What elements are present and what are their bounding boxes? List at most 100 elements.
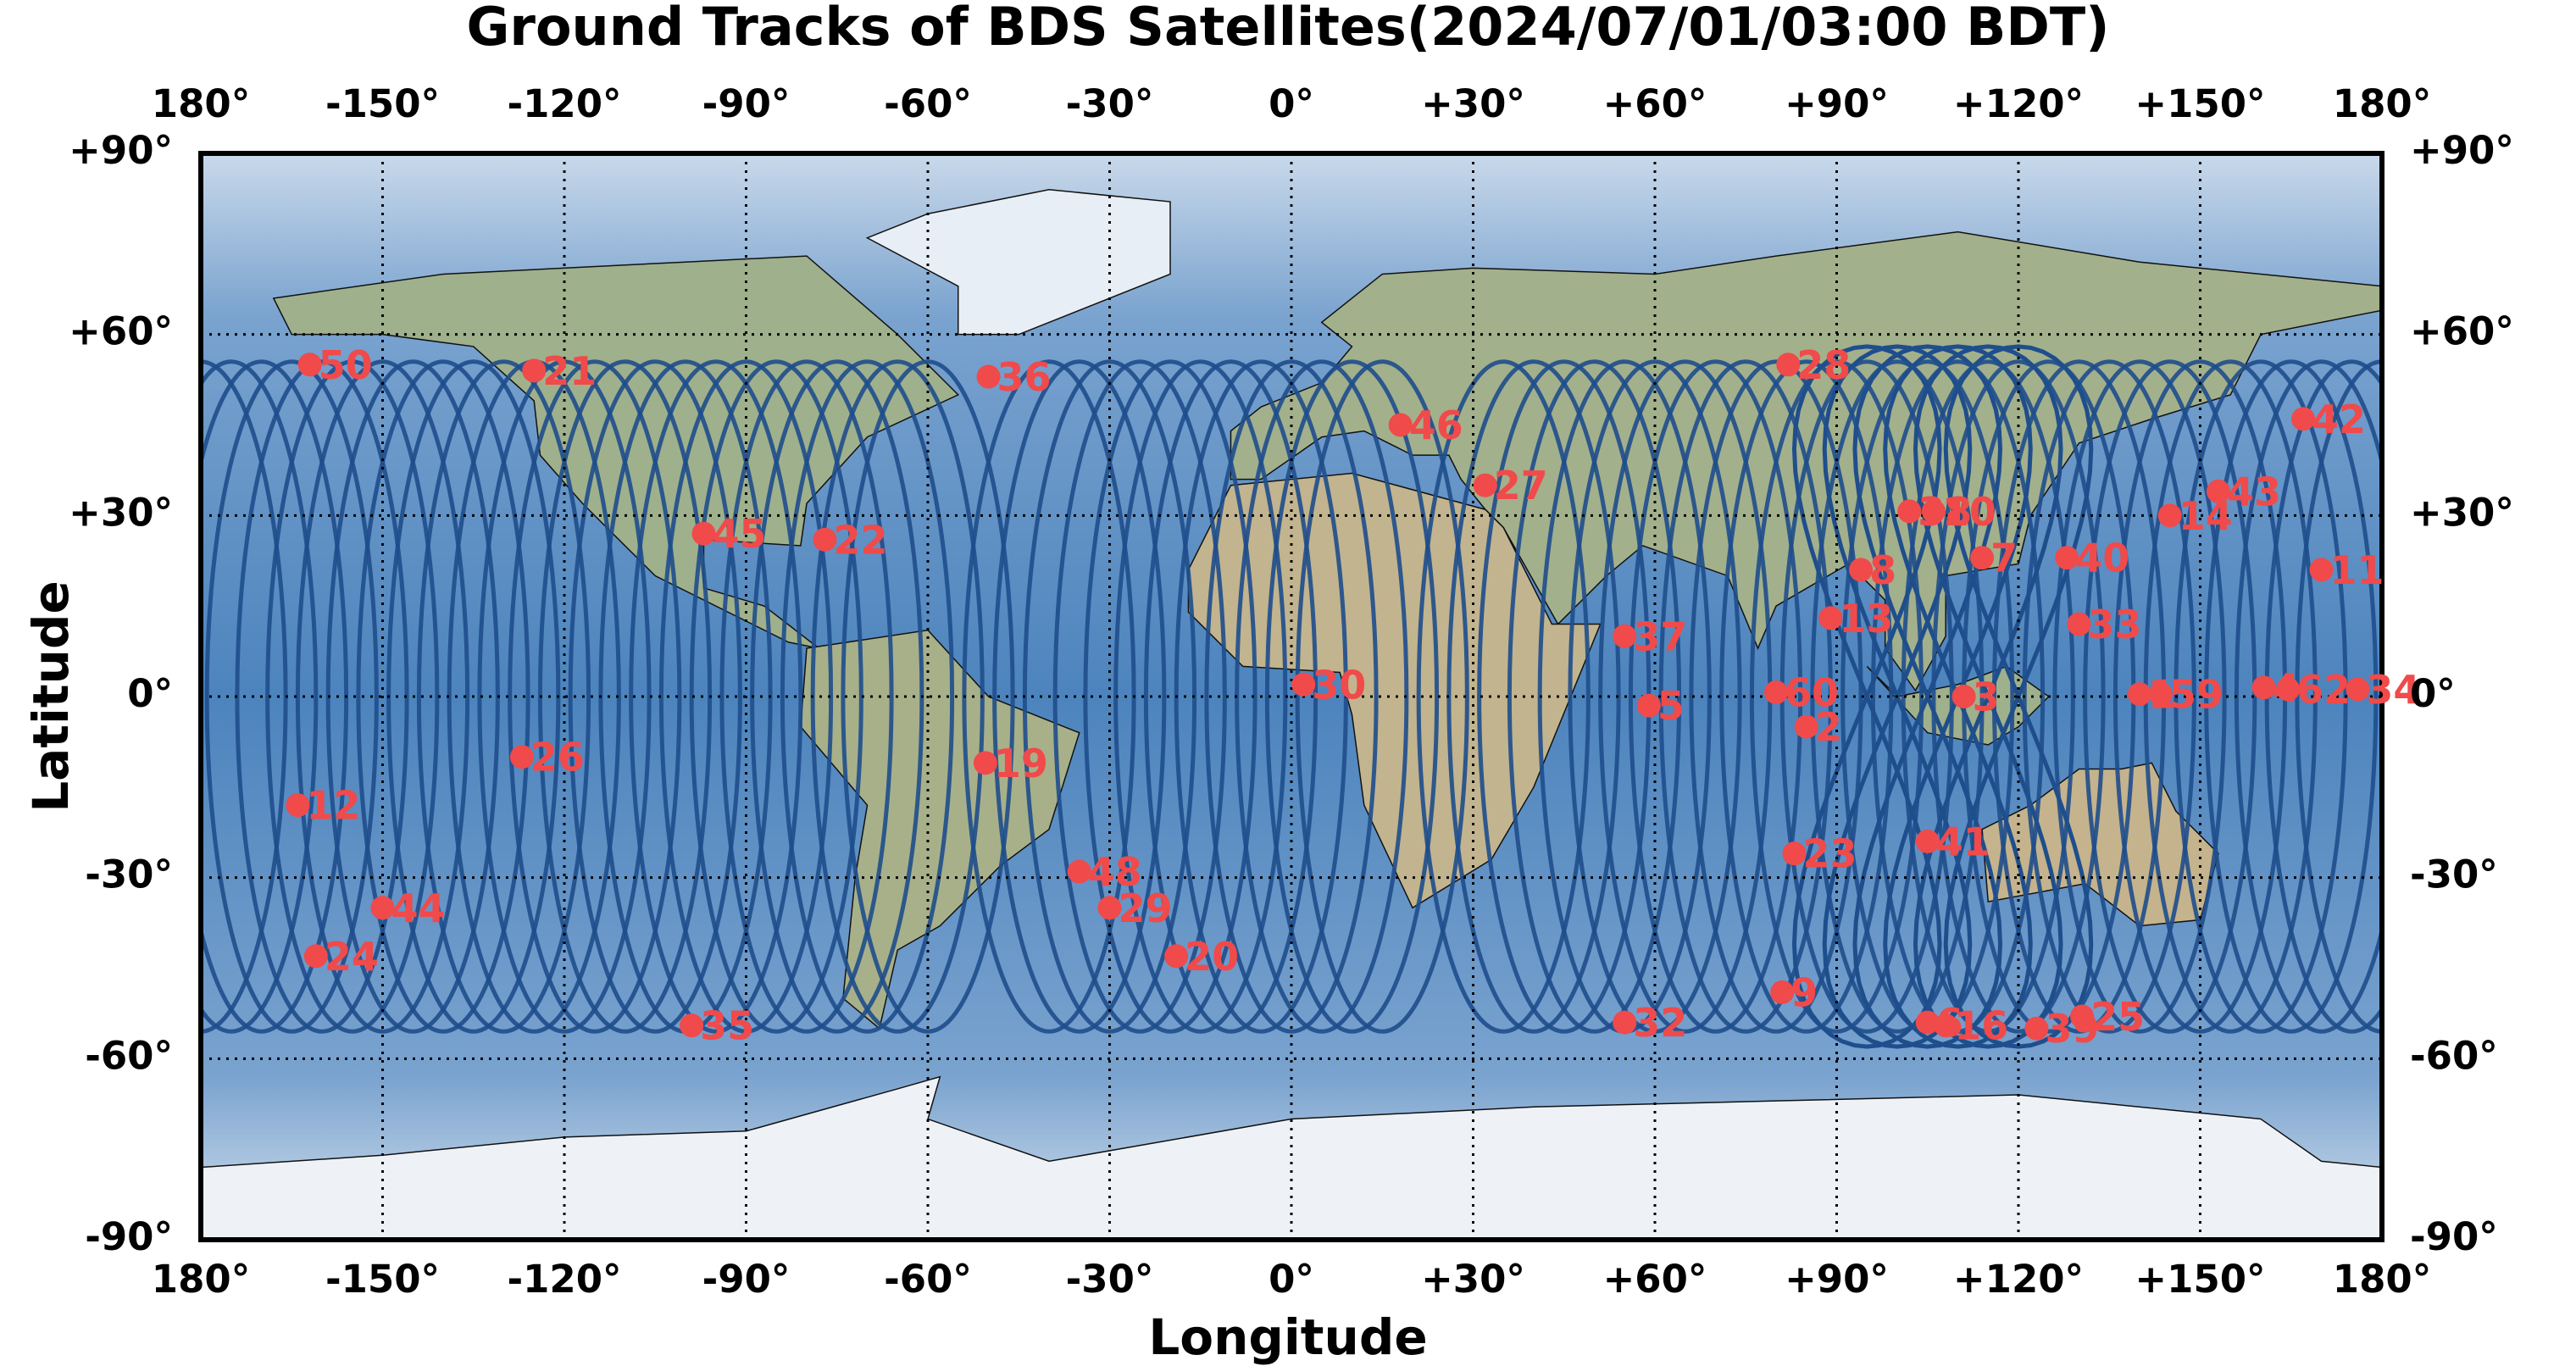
ground-track	[1116, 362, 1285, 1032]
x-tick-label-top: +150°	[2135, 81, 2265, 126]
satellite-label: 11	[2330, 547, 2384, 593]
satellite-label: 41	[1936, 819, 1990, 864]
satellite-point	[2149, 682, 2174, 707]
ground-track	[2055, 362, 2224, 1032]
ground-track	[510, 362, 680, 1032]
ground-track	[1418, 362, 1588, 1032]
satellite-label: 28	[1796, 342, 1851, 388]
satellite-point	[1613, 624, 1637, 648]
ground-track	[570, 362, 740, 1032]
satellite-point	[1613, 1010, 1637, 1035]
ground-track	[147, 362, 316, 1032]
ground-track	[1794, 347, 1940, 1047]
satellite-label: 37	[1633, 614, 1687, 659]
ground-track	[1903, 362, 2073, 1032]
y-tick-label-right: -30°	[2410, 852, 2498, 897]
satellite-label: 21	[542, 348, 597, 394]
y-tick-label-right: +30°	[2410, 490, 2514, 535]
x-tick-label: -120°	[507, 1257, 621, 1302]
y-tick-label: -30°	[85, 852, 173, 897]
satellite-point	[976, 364, 1001, 389]
satellite-label: 48	[1088, 849, 1142, 895]
x-tick-label: +90°	[1785, 1257, 1889, 1302]
satellite-point	[1291, 672, 1316, 697]
x-tick-label: +60°	[1603, 1257, 1707, 1302]
y-tick-label-right: -90°	[2410, 1214, 2498, 1259]
ground-track	[297, 362, 467, 1032]
satellite-point	[2024, 1016, 2049, 1041]
satellite-point	[1067, 859, 1091, 884]
x-tick-label: 180°	[152, 1257, 250, 1302]
ground-track	[1873, 362, 2042, 1032]
satellite-point	[1764, 680, 1788, 705]
satellite-label: 27	[1494, 463, 1548, 508]
ground-track	[358, 362, 528, 1032]
satellite-label: 35	[700, 1003, 754, 1049]
satellite-label: 43	[2227, 469, 2281, 514]
satellite-point	[509, 745, 534, 769]
ground-track	[2085, 362, 2255, 1032]
satellite-point	[2309, 558, 2334, 582]
satellite-point	[1776, 353, 1801, 377]
satellite-point	[680, 1013, 704, 1038]
satellite-point	[1897, 499, 1922, 524]
x-tick-label: +150°	[2135, 1257, 2265, 1302]
satellite-label: 12	[306, 783, 360, 829]
x-tick-label: 180°	[2333, 1257, 2431, 1302]
satellite-point	[2055, 546, 2079, 570]
ground-track	[1691, 362, 1861, 1032]
satellite-label: 7	[1990, 536, 2018, 581]
satellite-point	[303, 944, 328, 969]
x-tick-label-top: -90°	[702, 81, 791, 126]
satellite-point	[1782, 841, 1807, 866]
x-tick-label-top: 180°	[2333, 81, 2431, 126]
ground-track	[722, 362, 891, 1032]
x-tick-label-top: 180°	[152, 81, 250, 126]
x-tick-label: 0°	[1269, 1257, 1314, 1302]
satellite-label: 3	[1973, 675, 2000, 720]
satellite-label: 45	[712, 511, 766, 557]
satellite-label: 26	[530, 735, 585, 780]
satellite-point	[1636, 693, 1661, 718]
satellite-point	[2128, 682, 2151, 707]
satellite-point	[522, 358, 547, 383]
satellite-label: 20	[1185, 934, 1239, 980]
ground-track	[1570, 362, 1740, 1032]
ground-track	[1661, 362, 1830, 1032]
ground-track	[1934, 362, 2103, 1032]
satellite-label: 9	[1790, 969, 1818, 1015]
satellite-label: 32	[1633, 1000, 1687, 1046]
satellite-label: 60	[1785, 670, 1839, 716]
satellite-point	[1921, 499, 1946, 524]
satellite-point	[2070, 1004, 2095, 1029]
satellite-point	[1794, 714, 1818, 739]
satellite-point	[1915, 1010, 1940, 1035]
satellite-point	[1915, 829, 1940, 853]
ground-track	[268, 362, 437, 1032]
ground-track	[631, 362, 801, 1032]
x-tick-label: -60°	[884, 1257, 972, 1302]
ground-track	[1146, 362, 1315, 1032]
x-tick-label-top: -120°	[507, 81, 621, 126]
satellite-label: 62	[2296, 667, 2351, 713]
ground-track	[1207, 362, 1376, 1032]
satellite-label: 10	[1942, 489, 1996, 535]
y-axis-label: Latitude	[22, 580, 80, 813]
x-axis-label: Longitude	[1148, 1308, 1427, 1366]
satellite-label: 44	[391, 886, 446, 931]
x-tick-label-top: 0°	[1269, 81, 1314, 126]
ground-track	[691, 362, 861, 1032]
satellite-label: 24	[325, 934, 379, 980]
satellite-point	[2157, 503, 2182, 528]
x-tick-label: -30°	[1066, 1257, 1154, 1302]
x-tick-label: +120°	[1953, 1257, 2084, 1302]
y-tick-label: 0°	[127, 671, 173, 716]
y-tick-label-right: +60°	[2410, 309, 2514, 354]
ground-track	[207, 362, 376, 1032]
ground-track	[782, 362, 952, 1032]
y-tick-label: -90°	[85, 1214, 173, 1259]
x-tick-label-top: +90°	[1785, 81, 1889, 126]
satellite-point	[2291, 407, 2316, 431]
chart-title: Ground Tracks of BDS Satellites(2024/07/…	[467, 0, 2110, 58]
x-tick-label-top: +60°	[1603, 81, 1707, 126]
